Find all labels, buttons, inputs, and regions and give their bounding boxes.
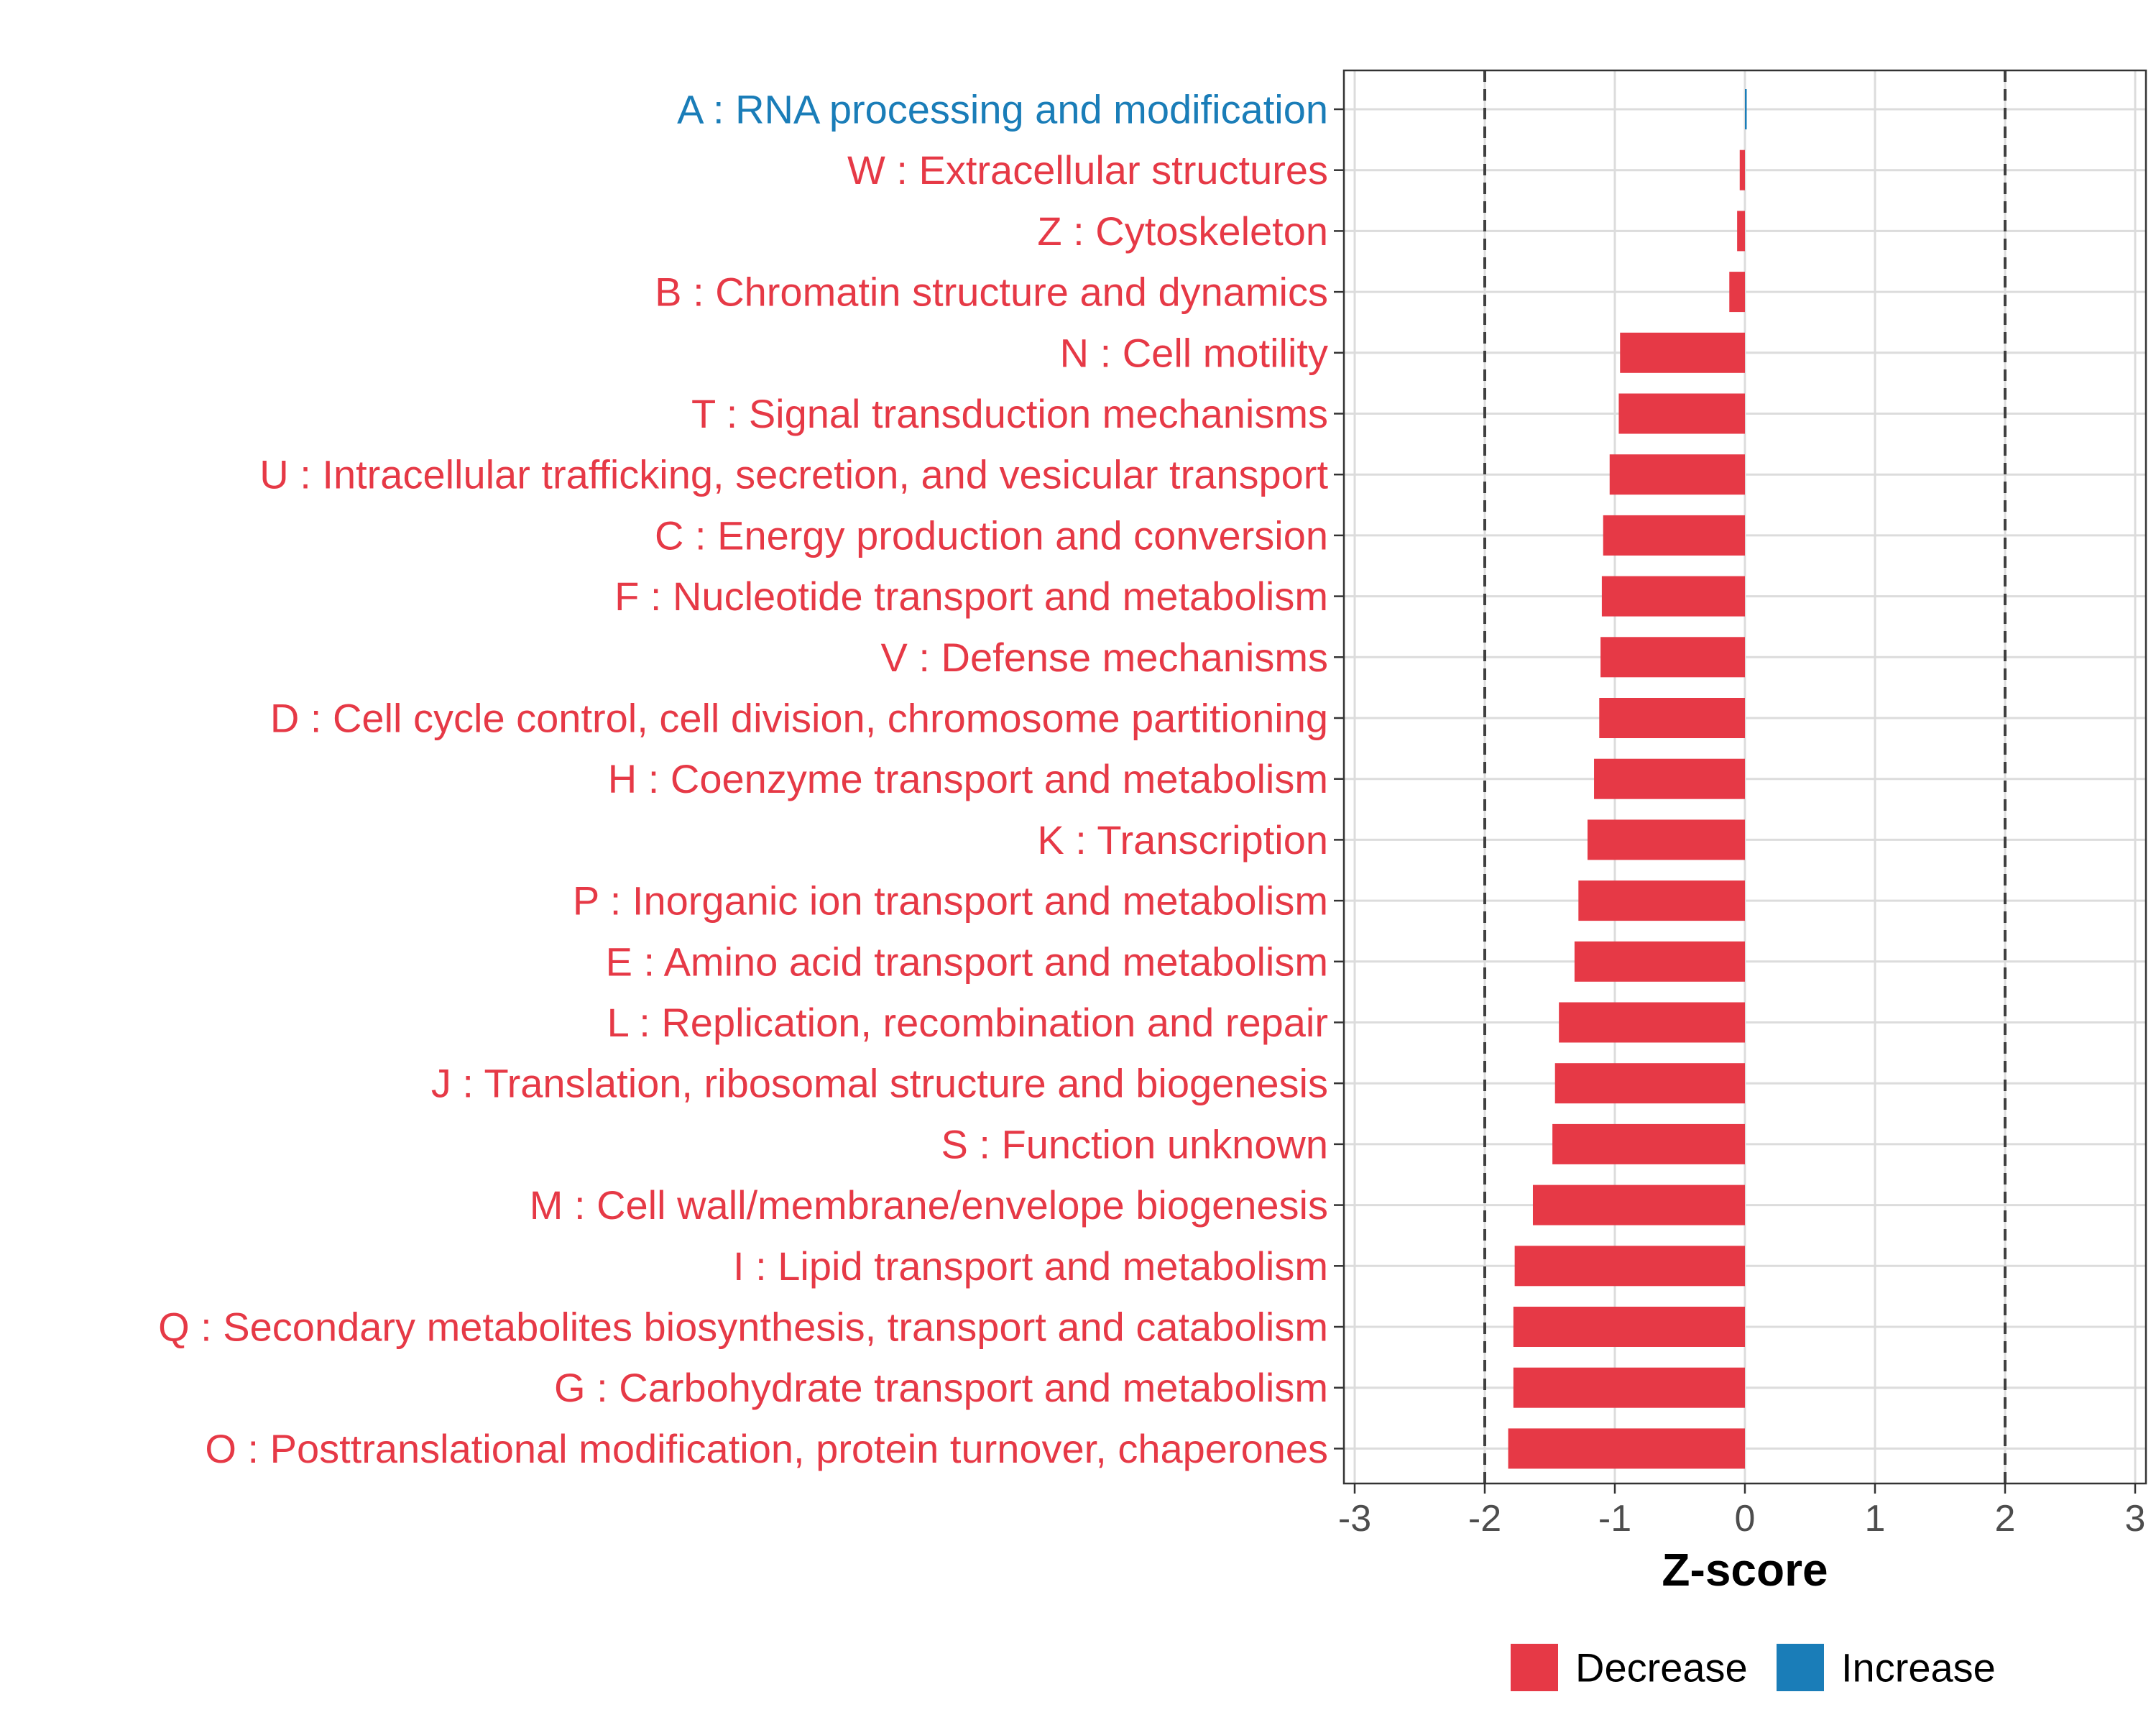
x-tick-label: 1: [1865, 1498, 1886, 1540]
category-label: B : Chromatin structure and dynamics: [655, 270, 1328, 315]
category-label: S : Function unknown: [941, 1121, 1328, 1167]
category-label: U : Intracellular trafficking, secretion…: [259, 452, 1328, 497]
category-label: G : Carbohydrate transport and metabolis…: [554, 1365, 1328, 1410]
category-label: M : Cell wall/membrane/envelope biogenes…: [530, 1182, 1328, 1228]
bar: [1554, 1063, 1745, 1104]
bar: [1513, 1367, 1745, 1408]
legend-label: Decrease: [1575, 1645, 1748, 1690]
bar: [1603, 515, 1745, 556]
x-tick-label: 2: [1995, 1498, 2016, 1540]
bar: [1508, 1428, 1745, 1469]
bar: [1600, 637, 1745, 678]
bar: [1737, 211, 1745, 252]
bar: [1599, 698, 1745, 738]
bar: [1513, 1307, 1745, 1347]
bar: [1514, 1246, 1745, 1287]
category-label: O : Posttranslational modification, prot…: [205, 1426, 1328, 1471]
bar: [1574, 941, 1745, 982]
category-label: J : Translation, ribosomal structure and…: [431, 1061, 1328, 1106]
x-tick-label: 3: [2125, 1498, 2146, 1540]
category-label: L : Replication, recombination and repai…: [607, 1000, 1328, 1045]
bar: [1552, 1123, 1745, 1164]
category-label: T : Signal transduction mechanisms: [691, 391, 1328, 436]
x-tick-label: -2: [1468, 1498, 1501, 1540]
bar: [1532, 1184, 1745, 1225]
category-label: I : Lipid transport and metabolism: [733, 1243, 1328, 1289]
category-label: C : Energy production and conversion: [655, 512, 1328, 558]
x-tick-label: 0: [1735, 1498, 1756, 1540]
category-label: F : Nucleotide transport and metabolism: [614, 574, 1328, 619]
bar: [1745, 89, 1747, 129]
category-label: A : RNA processing and modification: [677, 87, 1328, 132]
bar: [1601, 576, 1745, 617]
category-label: H : Coenzyme transport and metabolism: [608, 756, 1328, 801]
category-label: Q : Secondary metabolites biosynthesis, …: [158, 1305, 1328, 1350]
legend-key: [1777, 1644, 1824, 1691]
category-label: K : Transcription: [1037, 817, 1328, 862]
bar: [1729, 272, 1745, 313]
category-label: N : Cell motility: [1060, 330, 1328, 375]
category-label: P : Inorganic ion transport and metaboli…: [573, 878, 1328, 924]
x-tick-label: -1: [1598, 1498, 1631, 1540]
bar: [1739, 150, 1745, 190]
axis-ticks: [1334, 108, 2137, 1494]
category-label: D : Cell cycle control, cell division, c…: [270, 696, 1328, 741]
category-label: V : Defense mechanisms: [881, 635, 1328, 680]
x-tick-labels: -3 -2 -1 0 1 2 3: [1338, 1498, 2146, 1540]
bar: [1609, 454, 1745, 495]
category-labels: A : RNA processing and modification W : E…: [158, 87, 1328, 1471]
legend: Decrease Increase: [1511, 1644, 1996, 1691]
bar: [1587, 819, 1745, 860]
legend-key: [1511, 1644, 1558, 1691]
category-label: Z : Cytoskeleton: [1037, 208, 1328, 254]
category-label: W : Extracellular structures: [847, 147, 1328, 193]
bar: [1594, 758, 1745, 799]
bars: [1508, 89, 1747, 1469]
x-axis-title: Z-score: [1662, 1544, 1828, 1596]
legend-label: Increase: [1841, 1645, 1996, 1690]
bar: [1578, 880, 1745, 921]
bar: [1618, 393, 1745, 434]
category-label: E : Amino acid transport and metabolism: [606, 939, 1328, 984]
bar: [1559, 1002, 1745, 1043]
reference-lines: [1483, 70, 2007, 1484]
x-tick-label: -3: [1338, 1498, 1371, 1540]
bar: [1620, 332, 1745, 373]
